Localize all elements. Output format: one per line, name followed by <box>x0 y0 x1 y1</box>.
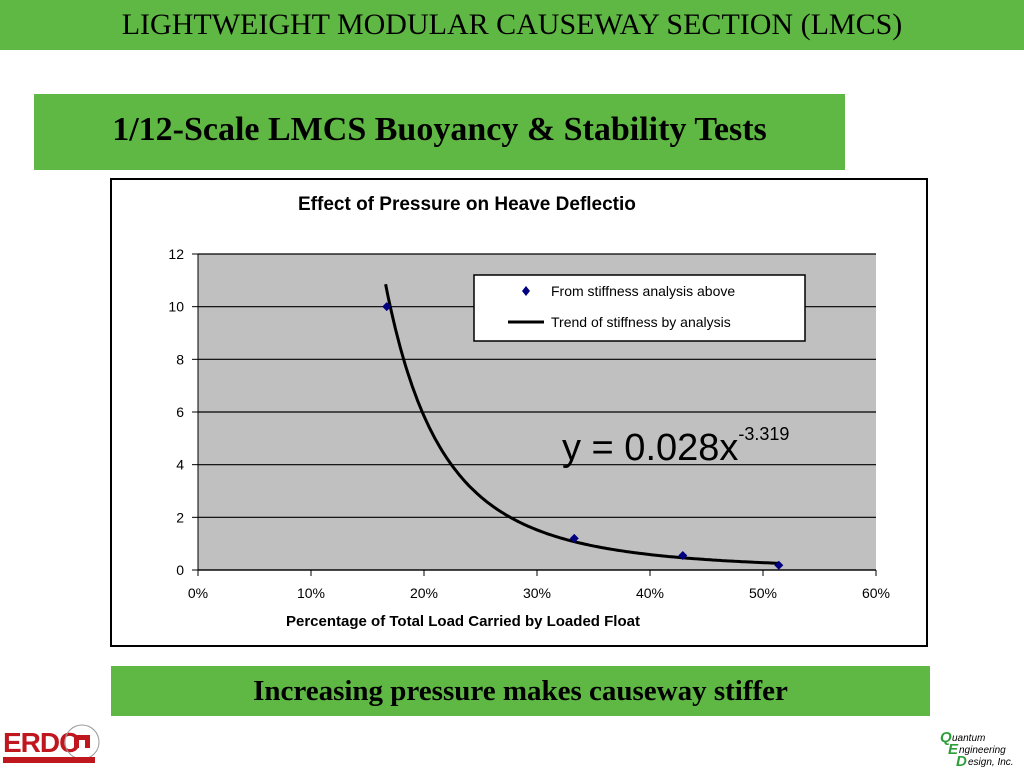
y-tick-label: 0 <box>176 562 184 578</box>
qed-initial-d: D <box>956 753 967 768</box>
qed-line-2: ngineering <box>959 745 1006 756</box>
x-tick-label: 20% <box>410 585 438 601</box>
qed-initial-e: E <box>948 741 959 758</box>
x-tick-label: 0% <box>188 585 208 601</box>
legend-label-trend: Trend of stiffness by analysis <box>551 314 731 330</box>
x-tick-label: 10% <box>297 585 325 601</box>
y-tick-label: 2 <box>176 509 184 525</box>
trendline-equation: y = 0.028x-3.319 <box>562 424 789 469</box>
erdc-logo-bar <box>3 757 95 763</box>
y-tick-label: 8 <box>176 351 184 367</box>
equation-exponent: -3.319 <box>738 424 789 444</box>
footer-banner: Increasing pressure makes causeway stiff… <box>111 666 930 716</box>
x-tick-label: 50% <box>749 585 777 601</box>
castle-icon-door <box>79 740 85 748</box>
qed-initial-q: Q <box>940 729 952 746</box>
subheader-banner: 1/12-Scale LMCS Buoyancy & Stability Tes… <box>34 94 845 170</box>
x-tick-label: 60% <box>862 585 890 601</box>
header-banner: LIGHTWEIGHT MODULAR CAUSEWAY SECTION (LM… <box>0 0 1024 50</box>
chart-frame: 0 2 4 6 8 10 12 0% 10% 20% 30% 40% 50% 60% Effect of… <box>110 178 928 647</box>
data-point <box>774 560 784 570</box>
qed-logo: Q uantum E ngineering D esign, Inc. <box>940 729 1014 768</box>
qed-line-3: esign, Inc. <box>968 757 1014 768</box>
subheader-title: 1/12-Scale LMCS Buoyancy & Stability Tes… <box>112 111 767 148</box>
legend-label-points: From stiffness analysis above <box>551 283 735 299</box>
qed-line-1: uantum <box>952 733 985 744</box>
x-tick-label: 30% <box>523 585 551 601</box>
legend-diamond-marker <box>522 286 530 296</box>
data-point <box>569 533 579 543</box>
y-tick-label: 10 <box>168 299 184 315</box>
footer-caption: Increasing pressure makes causeway stiff… <box>253 675 788 707</box>
erdc-logo-text: ERDC <box>3 727 79 758</box>
trend-line <box>384 283 779 565</box>
legend: From stiffness analysis above Trend of s… <box>473 274 806 342</box>
heave-deflection-chart: 0 2 4 6 8 10 12 0% 10% 20% 30% 40% 50% 60% Effect of… <box>168 194 890 630</box>
erdc-logo: ERDC <box>3 724 100 763</box>
chart-title: Effect of Pressure on Heave Deflectio <box>298 194 636 215</box>
y-tick-label: 6 <box>176 404 184 420</box>
header-title: LIGHTWEIGHT MODULAR CAUSEWAY SECTION (LM… <box>121 8 903 41</box>
y-tick-label: 12 <box>168 246 184 262</box>
y-tick-label: 4 <box>176 457 184 473</box>
equation-base: y = 0.028x <box>562 427 738 469</box>
x-axis-label: Percentage of Total Load Carried by Load… <box>286 613 640 630</box>
data-point <box>678 551 688 561</box>
x-tick-label: 40% <box>636 585 664 601</box>
legend-box <box>473 274 806 342</box>
